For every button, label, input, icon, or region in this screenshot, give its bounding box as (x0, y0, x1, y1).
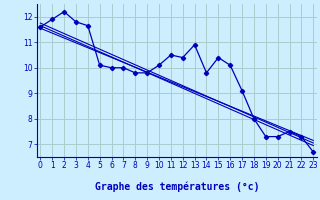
Text: Graphe des températures (°c): Graphe des températures (°c) (95, 182, 260, 192)
